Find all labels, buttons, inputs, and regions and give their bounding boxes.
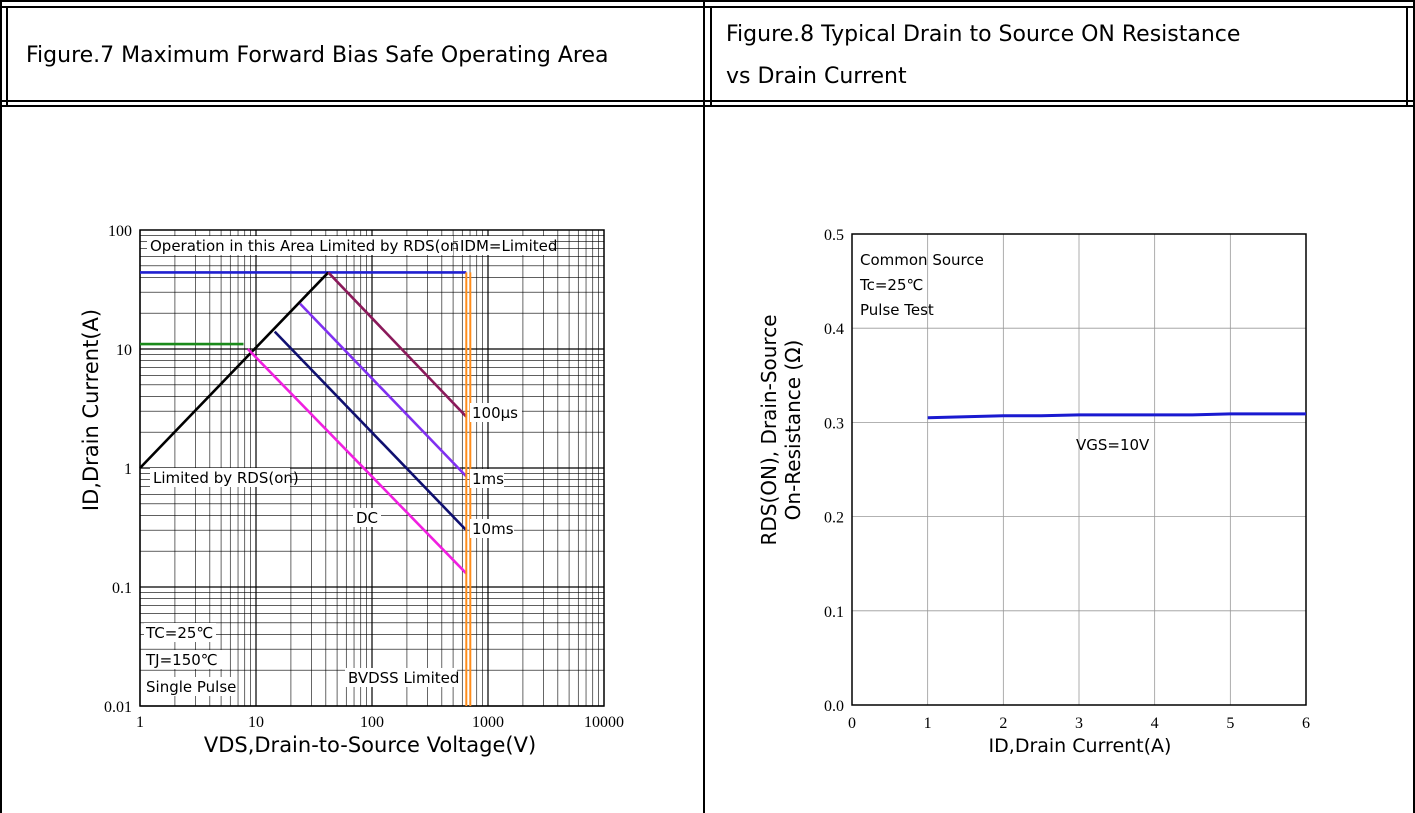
fig8-xtick: 4 bbox=[1151, 715, 1159, 732]
fig7-annotation-limited-rds: Limited by RDS(on) bbox=[153, 469, 299, 487]
fig7-annotation-tj: TJ=150℃ bbox=[145, 651, 218, 669]
fig8-yticks: 0.5 0.4 0.3 0.2 0.1 0.0 bbox=[824, 227, 844, 715]
fig8-ylabel-line1: RDS(ON), Drain-Source bbox=[757, 314, 781, 545]
header-bottom-border-inner bbox=[0, 105, 1415, 107]
fig8-xtick: 2 bbox=[999, 715, 1007, 732]
fig8-xtick: 5 bbox=[1226, 715, 1234, 732]
fig7-annotation-bvdss: BVDSS Limited bbox=[348, 669, 459, 687]
fig7-annotation-single-pulse: Single Pulse bbox=[146, 678, 236, 696]
fig7-annotation-1ms: 1ms bbox=[472, 470, 504, 488]
fig8-ytick: 0.2 bbox=[824, 510, 844, 527]
fig8-ytick: 0.0 bbox=[824, 698, 844, 715]
fig7-series-t100us bbox=[327, 271, 468, 418]
fig8-ytick: 0.4 bbox=[824, 321, 844, 338]
fig8-xtick: 6 bbox=[1302, 715, 1310, 732]
fig7-series bbox=[139, 271, 472, 706]
fig7-ytick-0.1: 0.1 bbox=[112, 580, 132, 597]
fig7-ytick-10: 10 bbox=[116, 342, 132, 359]
fig8-ytick: 0.5 bbox=[824, 227, 844, 244]
fig7-annotation-op-area: Operation in this Area Limited by RDS(on… bbox=[150, 237, 465, 255]
fig7-series-t10ms bbox=[273, 330, 468, 532]
fig7-annotations: Operation in this Area Limited by RDS(on… bbox=[144, 236, 557, 696]
fig8-xtick: 1 bbox=[924, 715, 932, 732]
table-right-border bbox=[1413, 0, 1415, 813]
table-top-border-inner bbox=[0, 6, 1415, 8]
fig8-series-vgs10v bbox=[927, 412, 1306, 420]
fig7-ytick-100: 100 bbox=[108, 223, 132, 240]
fig8-ytick: 0.1 bbox=[824, 604, 844, 621]
fig8-ytick: 0.3 bbox=[824, 415, 844, 432]
fig8-annotation-vgs: VGS=10V bbox=[1076, 436, 1150, 454]
fig7-annotation-tc: TC=25℃ bbox=[145, 624, 213, 642]
fig8-annotation-pulse: Pulse Test bbox=[860, 301, 934, 319]
fig8-annotation-common: Common Source bbox=[860, 251, 984, 269]
fig7-series-rds bbox=[139, 271, 330, 469]
fig8-xtick: 3 bbox=[1075, 715, 1083, 732]
fig8-xlabel: ID,Drain Current(A) bbox=[989, 735, 1172, 757]
fig8-ylabel-line2: On-Resistance (Ω) bbox=[781, 340, 805, 521]
center-divider bbox=[703, 0, 705, 813]
fig8-series bbox=[927, 412, 1306, 420]
fig8-plot-frame bbox=[851, 233, 1307, 706]
fig8-xtick: 0 bbox=[848, 715, 856, 732]
fig7-xtick-1000: 1000 bbox=[472, 714, 504, 731]
fig8-grid bbox=[852, 234, 1306, 705]
table-top-border bbox=[0, 0, 1415, 2]
fig7-ytick-0.01: 0.01 bbox=[104, 699, 132, 716]
fig7-annotation-100us: 100μs bbox=[472, 404, 518, 422]
table-left-border bbox=[0, 0, 2, 813]
table-right-border-inner bbox=[1406, 6, 1408, 107]
fig7-series-t1ms bbox=[299, 302, 468, 478]
fig7-series-dc bbox=[246, 348, 468, 575]
fig8-xticks: 0 1 2 3 4 5 6 bbox=[848, 715, 1310, 732]
fig8-annotations: Common Source Tc=25℃ Pulse Test VGS=10V bbox=[859, 251, 1150, 454]
fig8-title-line2: vs Drain Current bbox=[726, 64, 907, 89]
fig7-ylabel: ID,Drain Current(A) bbox=[79, 309, 103, 511]
fig7-ytick-1: 1 bbox=[124, 461, 132, 478]
fig7-xtick-1: 1 bbox=[136, 714, 144, 731]
fig8-title-line1: Figure.8 Typical Drain to Source ON Resi… bbox=[726, 22, 1241, 47]
table-left-border-inner bbox=[6, 6, 8, 107]
fig7-xlabel: VDS,Drain-to-Source Voltage(V) bbox=[204, 733, 536, 757]
fig7-annotation-idm: IDM=Limited bbox=[460, 237, 557, 255]
fig7-annotation-10ms: 10ms bbox=[472, 520, 514, 538]
fig7-title: Figure.7 Maximum Forward Bias Safe Opera… bbox=[26, 43, 609, 68]
fig7-xtick-10: 10 bbox=[248, 714, 264, 731]
header-bottom-border bbox=[0, 100, 1415, 102]
fig8-annotation-tc: Tc=25℃ bbox=[859, 276, 923, 294]
fig7-xtick-100: 100 bbox=[360, 714, 384, 731]
fig7-annotation-dc: DC bbox=[356, 509, 378, 527]
center-divider-inner bbox=[710, 6, 712, 107]
fig7-xtick-10000: 10000 bbox=[584, 714, 624, 731]
